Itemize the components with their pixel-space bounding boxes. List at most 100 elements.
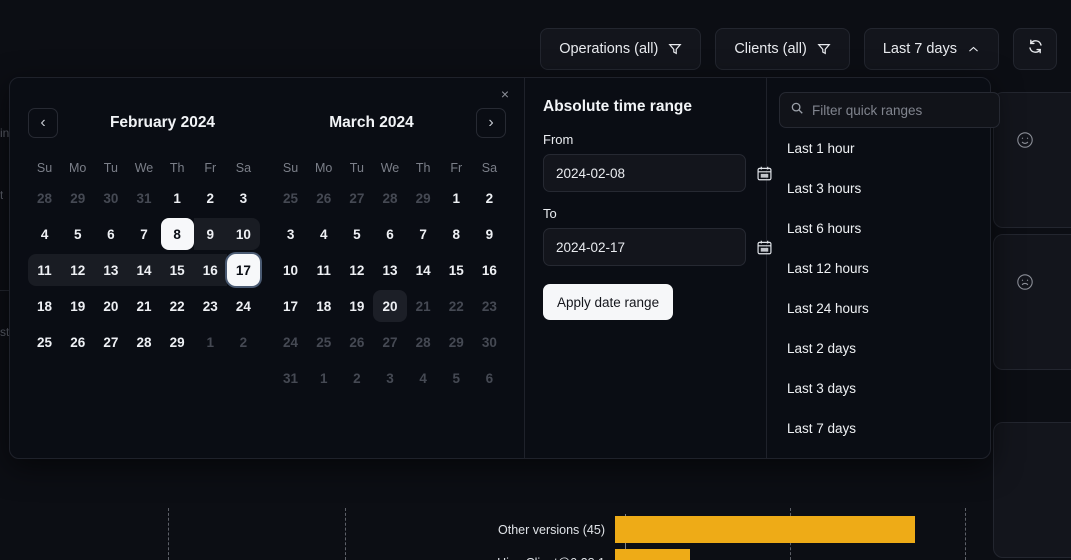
calendar-day-1-1-5[interactable]: 8 <box>452 226 461 242</box>
calendar-day-1-1-4[interactable]: 7 <box>419 226 427 242</box>
bar[interactable] <box>615 516 915 543</box>
calendar-day-1-2-0[interactable]: 10 <box>283 262 299 278</box>
calendar-day-1-1-1[interactable]: 4 <box>319 226 328 242</box>
calendar-day-0-1-5[interactable]: 9 <box>193 218 227 250</box>
calendar-day-0-2-1[interactable]: 12 <box>61 254 95 286</box>
calendar-day-1-5-0[interactable]: 31 <box>283 370 299 386</box>
close-icon[interactable]: × <box>500 86 510 102</box>
calendar-day-1-3-0[interactable]: 17 <box>283 298 299 314</box>
quick-range-item-3[interactable]: Last 12 hours <box>787 260 869 276</box>
calendar-day-1-4-0[interactable]: 24 <box>283 334 299 350</box>
calendar-day-1-1-3[interactable]: 6 <box>386 226 394 242</box>
calendar-day-0-4-6[interactable]: 2 <box>239 334 248 350</box>
calendar-day-1-5-5[interactable]: 5 <box>452 370 461 386</box>
summary-card-negative[interactable] <box>993 234 1071 370</box>
apply-date-range-button[interactable]: Apply date range <box>543 284 674 320</box>
calendar-day-1-2-2[interactable]: 12 <box>349 262 365 278</box>
calendar-day-1-0-2[interactable]: 27 <box>349 190 365 206</box>
calendar-day-0-1-3[interactable]: 7 <box>140 226 148 242</box>
calendar-day-0-0-1[interactable]: 29 <box>70 190 86 206</box>
calendar-day-0-1-4[interactable]: 8 <box>160 218 194 250</box>
calendar-day-1-4-3[interactable]: 27 <box>382 334 398 350</box>
calendar-icon[interactable] <box>756 239 773 256</box>
quick-ranges-search[interactable] <box>779 92 1000 128</box>
calendar-day-1-3-3[interactable]: 20 <box>373 290 407 322</box>
calendar-day-0-0-4[interactable]: 1 <box>173 190 181 206</box>
calendar-day-1-5-2[interactable]: 2 <box>353 370 361 386</box>
calendar-day-0-3-3[interactable]: 21 <box>136 298 152 314</box>
calendar-day-1-2-6[interactable]: 16 <box>481 262 497 278</box>
calendar-day-1-2-5[interactable]: 15 <box>448 262 464 278</box>
calendar-day-1-0-6[interactable]: 2 <box>485 190 494 206</box>
quick-range-item-7[interactable]: Last 7 days <box>787 420 857 436</box>
bar[interactable] <box>615 549 690 560</box>
calendar-day-0-2-3[interactable]: 14 <box>127 254 161 286</box>
calendar-day-1-4-2[interactable]: 26 <box>349 334 365 350</box>
quick-range-item-1[interactable]: Last 3 hours <box>787 180 862 196</box>
quick-range-item-6[interactable]: Last 3 days <box>787 380 857 396</box>
calendar-day-0-3-2[interactable]: 20 <box>103 298 119 314</box>
calendar-day-1-3-6[interactable]: 23 <box>481 298 497 314</box>
calendar-day-0-3-6[interactable]: 24 <box>235 298 251 314</box>
calendar-day-0-1-6[interactable]: 10 <box>226 218 260 250</box>
calendar-day-0-4-2[interactable]: 27 <box>103 334 119 350</box>
quick-range-item-5[interactable]: Last 2 days <box>787 340 857 356</box>
calendar-day-0-0-2[interactable]: 30 <box>103 190 119 206</box>
calendar-day-1-1-6[interactable]: 9 <box>485 226 494 242</box>
calendar-day-0-0-0[interactable]: 28 <box>37 190 53 206</box>
calendar-day-1-5-1[interactable]: 1 <box>319 370 328 386</box>
calendar-day-0-0-5[interactable]: 2 <box>206 190 215 206</box>
next-month-button[interactable]: › <box>476 108 506 138</box>
calendar-day-1-5-3[interactable]: 3 <box>386 370 394 386</box>
summary-card-positive[interactable] <box>993 92 1071 228</box>
calendar-day-1-0-0[interactable]: 25 <box>283 190 299 206</box>
quick-range-item-0[interactable]: Last 1 hour <box>787 140 855 156</box>
calendar-day-0-2-0[interactable]: 11 <box>28 254 62 286</box>
calendar-day-1-3-4[interactable]: 21 <box>415 298 431 314</box>
summary-card-third[interactable] <box>993 422 1071 558</box>
calendar-day-0-3-1[interactable]: 19 <box>70 298 86 314</box>
calendar-day-0-1-0[interactable]: 4 <box>40 226 49 242</box>
calendar-day-0-1-1[interactable]: 5 <box>73 226 82 242</box>
calendar-day-0-3-4[interactable]: 22 <box>169 298 185 314</box>
calendar-day-0-4-3[interactable]: 28 <box>136 334 152 350</box>
to-date-input[interactable] <box>543 228 746 266</box>
calendar-icon[interactable] <box>756 165 773 182</box>
from-date-input[interactable] <box>543 154 746 192</box>
calendar-day-0-2-5[interactable]: 16 <box>193 254 227 286</box>
calendar-day-1-0-3[interactable]: 28 <box>382 190 398 206</box>
calendar-day-0-2-4[interactable]: 15 <box>160 254 194 286</box>
calendar-day-0-1-2[interactable]: 6 <box>107 226 115 242</box>
clients-filter-button[interactable]: Clients (all) <box>715 28 850 70</box>
calendar-day-0-4-0[interactable]: 25 <box>37 334 53 350</box>
calendar-day-0-0-3[interactable]: 31 <box>136 190 152 206</box>
calendar-day-0-0-6[interactable]: 3 <box>239 190 248 206</box>
calendar-day-1-5-6[interactable]: 6 <box>485 370 494 386</box>
calendar-day-1-2-3[interactable]: 13 <box>382 262 398 278</box>
calendar-day-1-0-4[interactable]: 29 <box>415 190 431 206</box>
calendar-day-0-3-5[interactable]: 23 <box>202 298 218 314</box>
calendar-day-0-4-1[interactable]: 26 <box>70 334 86 350</box>
calendar-day-1-1-0[interactable]: 3 <box>286 226 295 242</box>
calendar-day-1-0-5[interactable]: 1 <box>452 190 461 206</box>
calendar-day-1-4-6[interactable]: 30 <box>481 334 497 350</box>
calendar-day-0-4-4[interactable]: 29 <box>169 334 185 350</box>
calendar-day-1-1-2[interactable]: 5 <box>353 226 361 242</box>
calendar-day-1-3-1[interactable]: 18 <box>316 298 332 314</box>
calendar-day-1-3-5[interactable]: 22 <box>448 298 464 314</box>
calendar-day-1-4-5[interactable]: 29 <box>448 334 464 350</box>
calendar-day-1-5-4[interactable]: 4 <box>419 370 427 386</box>
calendar-day-1-2-1[interactable]: 11 <box>316 262 331 278</box>
quick-range-item-2[interactable]: Last 6 hours <box>787 220 862 236</box>
calendar-day-1-2-4[interactable]: 14 <box>415 262 431 278</box>
calendar-day-0-2-2[interactable]: 13 <box>94 254 128 286</box>
operations-filter-button[interactable]: Operations (all) <box>540 28 702 70</box>
calendar-day-1-4-4[interactable]: 28 <box>415 334 431 350</box>
calendar-day-1-4-1[interactable]: 25 <box>316 334 332 350</box>
calendar-day-0-3-0[interactable]: 18 <box>37 298 53 314</box>
prev-month-button[interactable]: ‹ <box>28 108 58 138</box>
timerange-button[interactable]: Last 7 days <box>863 28 999 70</box>
calendar-day-0-4-5[interactable]: 1 <box>206 334 215 350</box>
calendar-day-1-3-2[interactable]: 19 <box>349 298 365 314</box>
refresh-button[interactable] <box>1013 28 1057 70</box>
